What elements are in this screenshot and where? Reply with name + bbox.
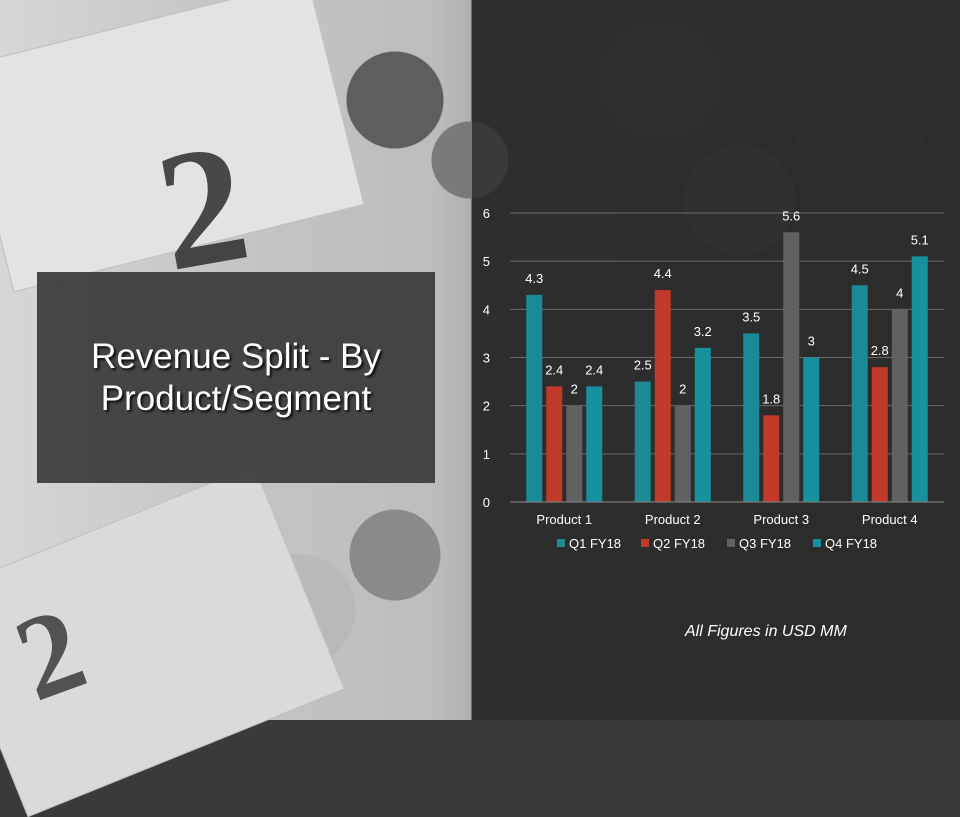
data-label: 4 <box>896 285 903 300</box>
x-tick-label: Product 3 <box>753 512 809 527</box>
legend-label: Q2 FY18 <box>653 536 705 551</box>
y-tick-label: 0 <box>483 495 490 510</box>
bar <box>634 381 651 502</box>
data-label: 3.2 <box>694 324 712 339</box>
bar <box>851 285 868 502</box>
bar <box>586 386 603 502</box>
data-label: 2.4 <box>545 362 563 377</box>
legend-label: Q1 FY18 <box>569 536 621 551</box>
footnote: All Figures in USD MM <box>685 623 847 640</box>
data-label: 2 <box>571 382 578 397</box>
legend-label: Q3 FY18 <box>739 536 791 551</box>
y-tick-label: 5 <box>483 254 490 269</box>
x-tick-label: Product 2 <box>645 512 701 527</box>
y-tick-label: 3 <box>483 351 490 366</box>
bar <box>783 232 800 502</box>
data-label: 3.5 <box>742 309 760 324</box>
slide-title: Revenue Split - By Product/Segment <box>91 336 381 418</box>
data-label: 1.8 <box>762 391 780 406</box>
data-label: 4.4 <box>654 266 672 281</box>
bar <box>871 367 888 502</box>
data-label: 4.3 <box>525 271 543 286</box>
data-label: 5.1 <box>911 232 929 247</box>
bar <box>911 256 928 502</box>
bar <box>674 405 691 502</box>
bar <box>526 294 543 502</box>
bar-chart: 0 1 2 3 4 5 6 4.3 2.4 2 2.4 Product 1 2.5 4.4 2 3.2 Prod… <box>483 206 944 551</box>
y-tick-label: 2 <box>483 399 490 414</box>
x-tick-label: Product 1 <box>536 512 592 527</box>
y-tick-label: 4 <box>483 302 490 317</box>
legend-swatch <box>813 539 821 547</box>
legend-swatch <box>557 539 565 547</box>
bar <box>891 309 908 502</box>
y-tick-label: 1 <box>483 447 490 462</box>
data-label: 3 <box>808 334 815 349</box>
legend-swatch <box>641 539 649 547</box>
bar <box>743 333 760 502</box>
data-label: 2.8 <box>871 343 889 358</box>
bar <box>803 357 820 502</box>
chart-panel <box>472 0 960 720</box>
bar <box>694 347 711 502</box>
data-label: 2.5 <box>634 358 652 373</box>
bar <box>546 386 563 502</box>
bar <box>566 405 583 502</box>
y-tick-label: 6 <box>483 206 490 221</box>
bar <box>763 415 780 502</box>
x-tick-label: Product 4 <box>862 512 918 527</box>
data-label: 5.6 <box>782 208 800 223</box>
data-label: 2 <box>679 382 686 397</box>
title-box: Revenue Split - By Product/Segment <box>37 272 435 483</box>
legend-swatch <box>727 539 735 547</box>
data-label: 2.4 <box>585 362 603 377</box>
bar <box>654 290 671 502</box>
legend-label: Q4 FY18 <box>825 536 877 551</box>
data-label: 4.5 <box>851 261 869 276</box>
